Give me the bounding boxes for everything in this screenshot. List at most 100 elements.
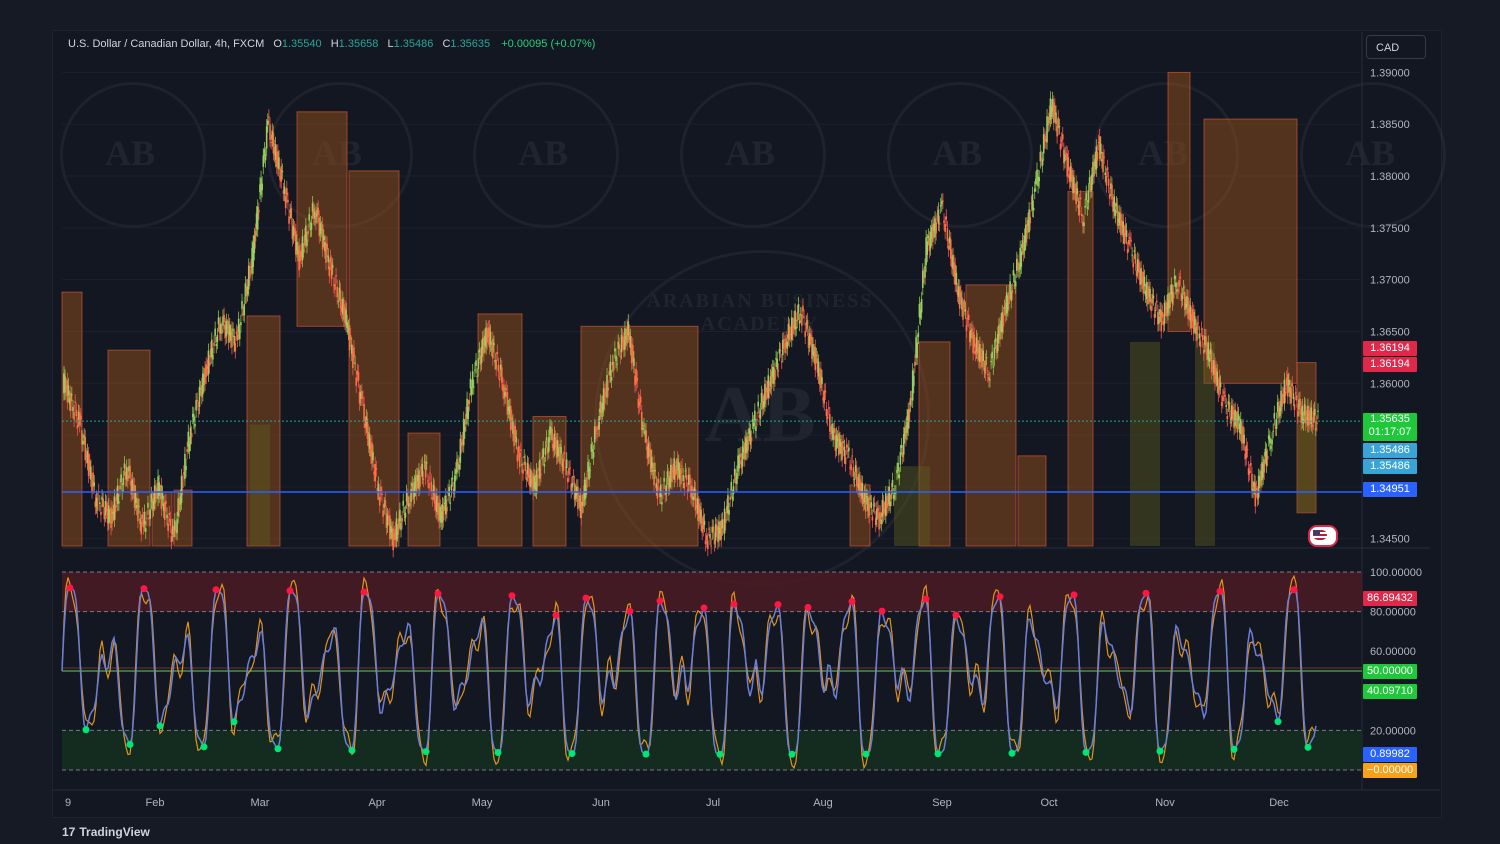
- oversold-dot: [934, 750, 942, 758]
- candle-body: [901, 452, 904, 457]
- candle-body: [577, 486, 579, 510]
- candle-body: [841, 442, 843, 460]
- candle-body: [811, 337, 813, 360]
- candle-body: [102, 498, 104, 508]
- candle-body: [1246, 449, 1249, 451]
- candle-body: [730, 481, 733, 491]
- candle-body: [973, 334, 976, 348]
- candle-body: [783, 339, 785, 342]
- candle-body: [782, 339, 784, 356]
- candle-body: [1206, 348, 1208, 361]
- candle-body: [174, 520, 176, 530]
- candle-body: [233, 335, 235, 346]
- candle-body: [1317, 410, 1319, 412]
- candle-body: [1167, 293, 1169, 314]
- candle-body: [531, 478, 533, 485]
- candle-body: [1159, 309, 1161, 315]
- candle-body: [1039, 151, 1042, 162]
- candle-body: [871, 516, 874, 521]
- candle-body: [1242, 426, 1244, 443]
- candle-body: [103, 514, 106, 520]
- candle-body: [1000, 320, 1002, 332]
- candle-body: [1183, 291, 1186, 310]
- candle-body: [776, 359, 779, 370]
- candle-body: [492, 338, 494, 359]
- candle-body: [93, 482, 96, 486]
- candle-body: [305, 225, 307, 241]
- candle-body: [1036, 169, 1038, 179]
- candle-body: [268, 116, 270, 118]
- candle-body: [1143, 276, 1146, 287]
- candle-body: [449, 502, 452, 504]
- candle-body: [603, 390, 606, 404]
- candle-body: [511, 416, 513, 423]
- candle-body: [78, 412, 81, 426]
- candle-body: [480, 346, 483, 363]
- candle-body: [737, 455, 739, 472]
- candle-body: [301, 236, 304, 261]
- candle-body: [1216, 371, 1219, 386]
- candle-body: [72, 407, 74, 412]
- candle-body: [1224, 394, 1226, 397]
- last-price-badge: 1.35635 01:17:07: [1363, 413, 1417, 441]
- candle-body: [805, 322, 808, 325]
- candle-body: [1220, 402, 1223, 406]
- range-box: [580, 325, 699, 547]
- candle-body: [1298, 399, 1300, 410]
- range-box-dark: [1297, 424, 1316, 513]
- candle-body: [308, 214, 311, 221]
- candle-body: [796, 312, 799, 322]
- candle-body: [221, 329, 223, 334]
- us-event-flag-icon[interactable]: [1308, 525, 1338, 547]
- candle-body: [889, 501, 892, 507]
- candle-body: [629, 336, 632, 349]
- candle-body: [867, 497, 869, 511]
- candle-body: [929, 232, 932, 249]
- candle-body: [483, 337, 485, 354]
- candle-body: [820, 368, 822, 389]
- price-tick-label: 1.34500: [1370, 534, 1410, 546]
- candle-body: [930, 227, 933, 239]
- candle-body: [1190, 314, 1193, 328]
- candle-body: [911, 370, 914, 401]
- candle-body: [897, 462, 899, 472]
- oversold-dot: [1008, 749, 1016, 757]
- candle-body: [1215, 368, 1217, 380]
- candle-body: [396, 531, 399, 535]
- candle-body: [325, 243, 327, 263]
- candle-body: [827, 407, 830, 409]
- tradingview-logo[interactable]: 17 TradingView: [62, 825, 150, 839]
- candle-body: [797, 304, 800, 313]
- candle-body: [664, 492, 667, 496]
- candle-body: [1019, 247, 1021, 270]
- candle-body: [87, 454, 90, 476]
- low-badge-2: 1.35486: [1363, 459, 1417, 474]
- candle-body: [777, 370, 780, 372]
- candle-body: [881, 499, 884, 517]
- candle-body: [810, 335, 812, 340]
- candle-body: [471, 371, 474, 388]
- candle-body: [1314, 428, 1317, 430]
- candle-body: [918, 303, 921, 318]
- candle-body: [1279, 408, 1281, 416]
- candle-body: [1130, 239, 1132, 242]
- candle-body: [627, 321, 630, 336]
- range-box: [1203, 118, 1298, 384]
- candle-body: [1119, 212, 1121, 226]
- candle-body: [726, 505, 728, 514]
- candle-body: [270, 141, 272, 143]
- candle-body: [1291, 383, 1294, 387]
- candle-body: [1151, 293, 1154, 304]
- candle-body: [928, 238, 931, 252]
- candle-body: [1032, 207, 1035, 211]
- candle-body: [1057, 117, 1060, 129]
- candle-body: [1229, 417, 1232, 424]
- candle-body: [578, 499, 580, 501]
- candle-body: [874, 518, 877, 525]
- currency-button[interactable]: CAD: [1366, 35, 1426, 59]
- candle-body: [561, 461, 564, 467]
- candle-body: [481, 338, 484, 350]
- candle-body: [300, 250, 303, 257]
- candle-body: [253, 235, 256, 254]
